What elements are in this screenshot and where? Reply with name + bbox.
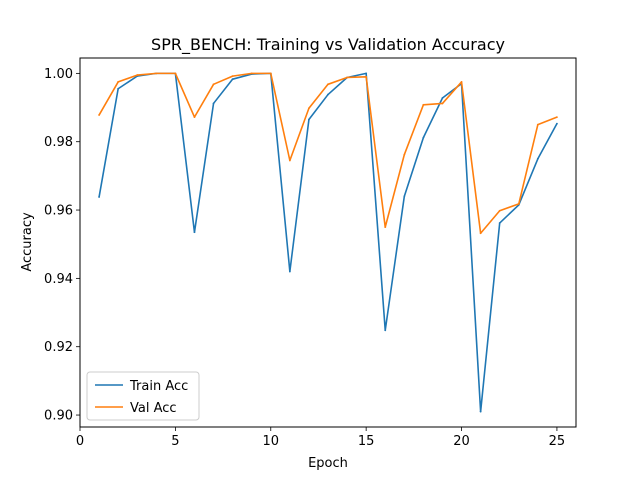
data-point-val-acc <box>479 232 482 235</box>
x-axis-label: Epoch <box>308 456 348 471</box>
y-axis-label: Accuracy <box>20 212 35 272</box>
y-tick-label: 0.96 <box>44 204 73 219</box>
legend-label-train-acc: Train Acc <box>129 379 188 394</box>
data-point-val-acc <box>327 83 329 86</box>
y-tick-label: 0.94 <box>44 272 73 287</box>
plot-lines <box>98 72 558 413</box>
x-axis-ticks: 0 5 10 15 20 25 <box>76 427 565 449</box>
data-point-train-acc <box>403 195 406 198</box>
data-point-val-acc <box>250 72 253 75</box>
y-tick-label: 0.92 <box>44 340 73 355</box>
x-tick-label: 0 <box>76 434 84 449</box>
y-tick-label: 0.98 <box>44 135 73 150</box>
x-tick-label: 10 <box>262 434 279 449</box>
data-point-val-acc <box>498 209 501 212</box>
data-point-train-acc <box>327 93 329 96</box>
data-point-train-acc <box>441 97 444 99</box>
data-point-val-acc <box>346 76 348 79</box>
data-point-train-acc <box>365 72 368 75</box>
data-point-val-acc <box>308 107 310 110</box>
data-point-val-acc <box>460 81 463 83</box>
data-point-val-acc <box>288 159 291 162</box>
data-point-val-acc <box>117 81 120 83</box>
data-point-train-acc <box>288 270 291 273</box>
plot-frame <box>79 57 577 428</box>
data-point-train-acc <box>308 118 310 121</box>
y-axis-ticks: 0.90 0.92 0.94 0.96 0.98 1.00 <box>44 67 80 424</box>
data-point-val-acc <box>231 75 234 78</box>
data-point-val-acc <box>98 114 100 116</box>
y-tick-label: 1.00 <box>44 67 73 82</box>
x-tick-label: 15 <box>358 434 375 449</box>
data-point-val-acc <box>136 74 139 76</box>
chart-title: SPR_BENCH: Training vs Validation Accura… <box>151 35 505 55</box>
data-point-train-acc <box>231 78 234 81</box>
data-point-train-acc <box>384 329 387 332</box>
data-point-val-acc <box>193 116 196 119</box>
data-point-val-acc <box>269 72 272 75</box>
data-point-train-acc <box>498 222 501 224</box>
y-tick-label: 0.90 <box>44 409 73 424</box>
data-point-val-acc <box>174 72 177 75</box>
data-point-val-acc <box>384 226 387 229</box>
data-point-val-acc <box>155 72 158 75</box>
data-point-train-acc <box>212 102 215 105</box>
data-point-val-acc <box>536 123 539 126</box>
data-point-train-acc <box>193 231 196 234</box>
data-point-val-acc <box>212 83 215 86</box>
data-point-val-acc <box>365 75 368 78</box>
data-point-train-acc <box>98 196 100 198</box>
data-point-train-acc <box>117 87 120 90</box>
data-point-train-acc <box>556 122 558 125</box>
data-point-val-acc <box>422 103 425 106</box>
data-point-train-acc <box>479 410 482 413</box>
data-point-val-acc <box>441 102 444 105</box>
legend-label-val-acc: Val Acc <box>130 401 177 416</box>
data-point-val-acc <box>517 202 520 205</box>
data-point-train-acc <box>536 157 539 160</box>
legend: Train Acc Val Acc <box>86 371 200 421</box>
x-tick-label: 25 <box>549 434 566 449</box>
legend-box <box>86 371 200 421</box>
data-point-val-acc <box>556 116 558 119</box>
data-point-train-acc <box>422 136 425 139</box>
x-tick-label: 5 <box>171 434 179 449</box>
data-point-val-acc <box>403 153 406 156</box>
x-tick-label: 20 <box>453 434 470 449</box>
